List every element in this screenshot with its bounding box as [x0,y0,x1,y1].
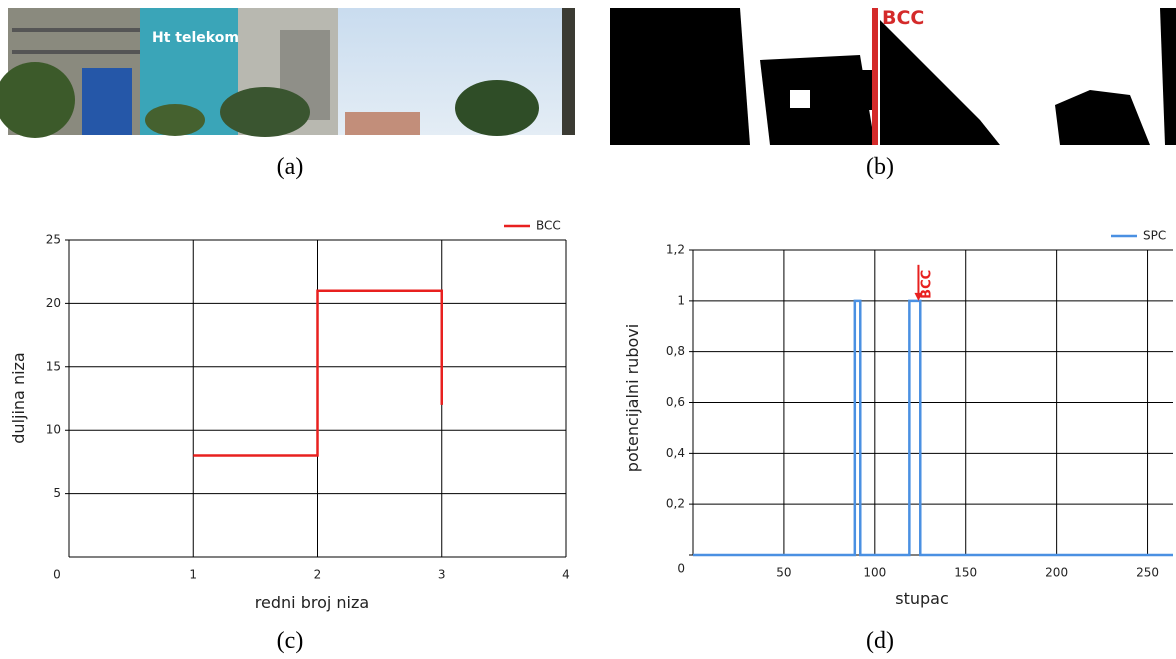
annotation: BCC [919,270,934,299]
legend-label: BCC [536,219,561,233]
photo-a: Ht telekom [0,8,575,138]
x-tick-label: 250 [1136,566,1159,580]
photo-b: BCC [610,7,1176,145]
x-tick-label: 50 [776,566,791,580]
x-tick-label: 150 [954,566,977,580]
x-tick-label: 2 [314,568,322,582]
x-tick-label: 0 [53,568,61,582]
y-tick-label: 0,2 [666,497,685,511]
legend-label: SPC [1143,229,1166,243]
data-line [193,289,443,457]
y-tick-label: 1 [677,293,685,307]
x-tick-label: 4 [562,568,570,582]
y-axis-label: duljina niza [9,352,28,443]
caption: (c) [277,628,304,654]
y-tick-label: 15 [46,359,61,373]
y-tick-label: 25 [46,233,61,247]
x-tick-label: 200 [1045,566,1068,580]
y-tick-label: 0 [677,562,685,576]
svg-text:Ht telekom: Ht telekom [152,30,239,46]
y-tick-label: 0,4 [666,446,685,460]
caption: (d) [866,628,894,654]
x-axis-label: redni broj niza [255,593,369,612]
x-tick-label: 3 [438,568,446,582]
x-axis-label: stupac [895,589,949,608]
y-tick-label: 0,6 [666,395,685,409]
y-tick-label: 1,2 [666,243,685,257]
caption: (b) [866,154,894,180]
y-axis-label: potencijalni rubovi [623,324,642,472]
y-tick-label: 10 [46,423,61,437]
y-tick-label: 20 [46,296,61,310]
x-tick-label: 100 [863,566,886,580]
caption: (a) [277,154,304,180]
y-tick-label: 5 [53,486,61,500]
x-tick-label: 1 [189,568,197,582]
data-line [693,299,1173,557]
y-tick-label: 0,8 [666,344,685,358]
annotation-arrowhead [914,292,923,301]
image-label: BCC [882,7,924,29]
